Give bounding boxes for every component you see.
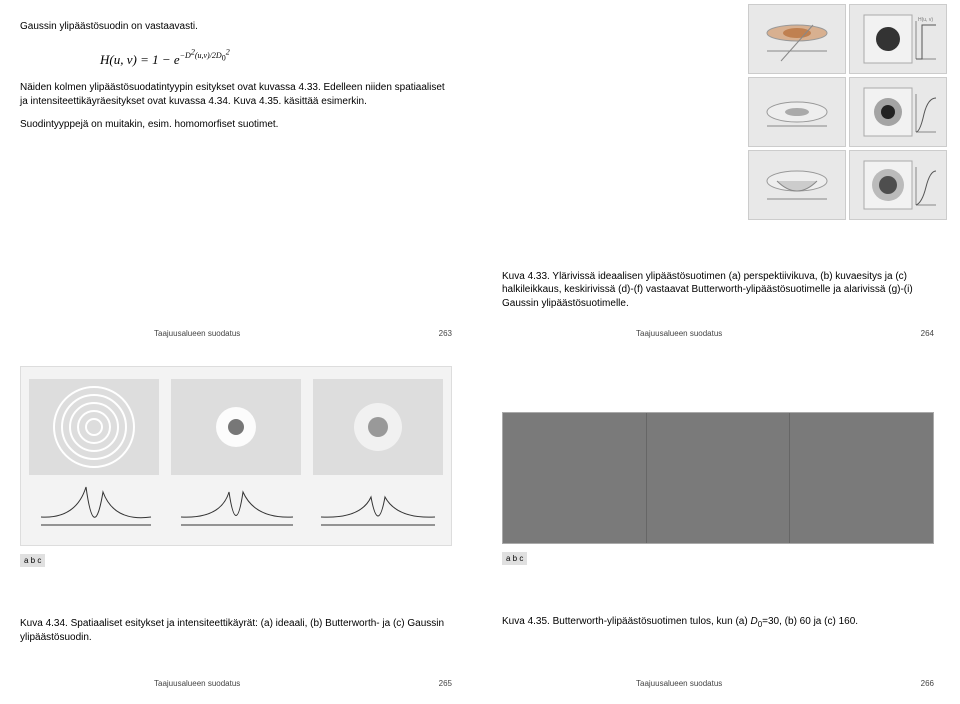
ideal-image-icon: H(u, v) [858,11,938,67]
butterworth-image-icon [858,84,938,140]
paragraph: Gaussin ylipäästösuodin on vastaavasti. [20,20,454,34]
figure-caption: Kuva 4.34. Spatiaaliset esitykset ja int… [20,617,454,644]
figure-caption: Kuva 4.35. Butterworth-ylipäästösuotimen… [502,615,936,631]
page-number: 263 [439,329,452,338]
formula: H(u, v) = 1 − e−D2(u,v)/2D02 [100,48,454,68]
slide-263: Gaussin ylipäästösuodin on vastaavasti. … [4,4,470,344]
paragraph: Näiden kolmen ylipäästösuodatintyypin es… [20,81,454,108]
figure-grid: H(u, v) [748,4,948,220]
figure-cell [748,4,846,74]
footer-label: Taajuusalueen suodatus [636,679,722,688]
figure-cell [748,77,846,147]
page-number: 264 [921,329,934,338]
slide-266: a b c Kuva 4.35. Butterworth-ylipäästösu… [486,354,952,694]
svg-text:H(u, v): H(u, v) [918,17,933,23]
figure-cell: H(u, v) [849,4,947,74]
footer-label: Taajuusalueen suodatus [154,329,240,338]
figure-cell [849,150,947,220]
spatial-representations-icon [21,367,451,545]
page-number: 266 [921,679,934,688]
gaussian-image-icon [858,157,938,213]
figure-cell [748,150,846,220]
footer-label: Taajuusalueen suodatus [636,329,722,338]
slide-265: a b c Kuva 4.34. Spatiaaliset esitykset … [4,354,470,694]
butterworth-perspective-icon [757,84,837,140]
figure-image [20,366,452,546]
paragraph: Suodintyyppejä on muitakin, esim. homomo… [20,118,454,132]
figure-image [502,412,934,544]
subfigure-labels: a b c [20,554,45,567]
ideal-perspective-icon [757,11,837,67]
page-number: 265 [439,679,452,688]
subfigure-labels: a b c [502,552,527,565]
footer-label: Taajuusalueen suodatus [154,679,240,688]
figure-cell [849,77,947,147]
figure-caption: Kuva 4.33. Ylärivissä ideaalisen ylipääs… [502,270,936,311]
gaussian-perspective-icon [757,157,837,213]
slide-264: H(u, v) [486,4,952,344]
